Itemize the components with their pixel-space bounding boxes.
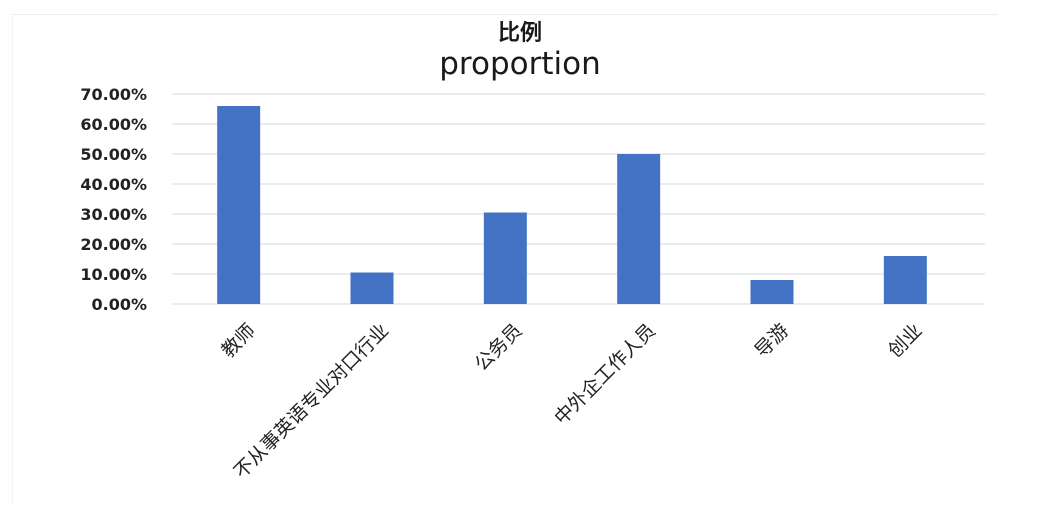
y-tick-label: 70.00% <box>80 85 147 104</box>
x-tick-label: 公务员 <box>471 320 527 376</box>
y-axis-ticks: 0.00% 10.00% 20.00% 30.00% 40.00% 50.00% 60.00… <box>80 85 147 314</box>
gridlines <box>172 93 985 305</box>
bar <box>217 106 261 304</box>
bars <box>217 106 927 304</box>
y-tick-label: 50.00% <box>80 145 147 164</box>
y-tick-label: 20.00% <box>80 235 147 254</box>
x-tick-label: 不从事英语专业对口行业 <box>230 320 393 483</box>
y-tick-label: 10.00% <box>80 265 147 284</box>
y-tick-label: 0.00% <box>91 295 147 314</box>
x-tick-label: 创业 <box>884 320 926 362</box>
bar <box>617 154 661 304</box>
bar <box>883 256 927 304</box>
bar <box>483 212 527 304</box>
bar <box>350 272 394 304</box>
x-tick-label: 教师 <box>217 320 259 362</box>
chart-frame <box>12 14 998 505</box>
bar <box>750 280 794 304</box>
x-tick-label: 导游 <box>751 320 793 362</box>
chart-subtitle: proportion <box>439 46 600 82</box>
y-tick-label: 40.00% <box>80 175 147 194</box>
y-tick-label: 60.00% <box>80 115 147 134</box>
x-tick-label: 中外企工作人员 <box>550 320 660 430</box>
chart-title: 比例 <box>498 21 542 46</box>
y-tick-label: 30.00% <box>80 205 147 224</box>
